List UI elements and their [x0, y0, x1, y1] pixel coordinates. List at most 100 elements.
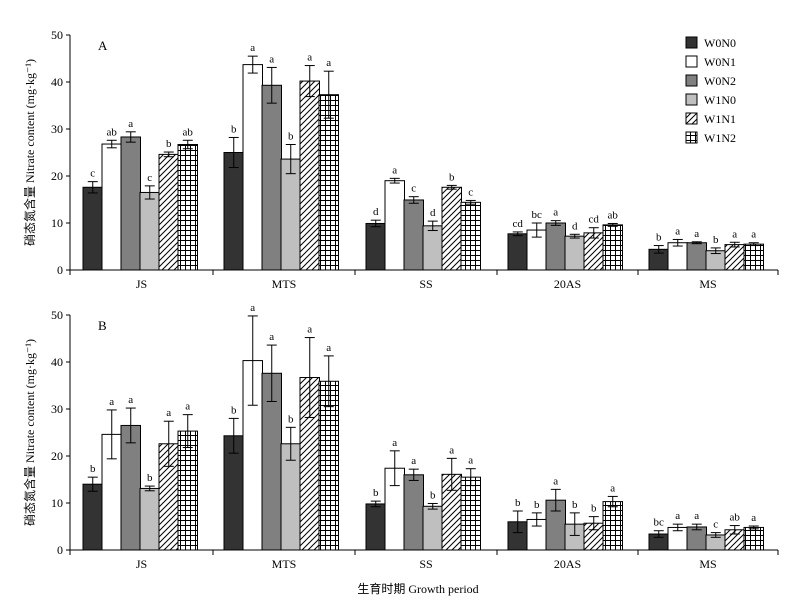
bar-W1N0 — [280, 158, 301, 271]
category-label: MS — [699, 557, 716, 571]
category-label: MS — [699, 277, 716, 291]
significance-letter: b — [572, 499, 578, 511]
bar-W1N0 — [139, 191, 160, 271]
bar-W1N2 — [602, 224, 623, 271]
significance-letter: a — [553, 207, 558, 219]
bar-W0N0 — [365, 222, 386, 271]
bar-W0N2 — [545, 222, 566, 271]
significance-letter: b — [90, 463, 96, 475]
bar-W1N2 — [460, 201, 481, 271]
significance-letter: a — [128, 118, 133, 130]
bar-W1N1 — [724, 244, 745, 271]
significance-letter: b — [591, 503, 597, 515]
y-tick-label: 20 — [51, 169, 63, 183]
y-tick-label: 50 — [51, 28, 63, 42]
bar-W0N0 — [223, 152, 244, 271]
significance-letter: a — [694, 228, 699, 240]
significance-letter: a — [732, 228, 737, 240]
significance-letter: b — [166, 138, 172, 150]
significance-letter: b — [288, 413, 294, 425]
bar-W1N2 — [743, 243, 764, 271]
significance-letter: bc — [654, 517, 665, 529]
significance-letter: a — [326, 57, 331, 69]
significance-letter: ab — [730, 512, 741, 524]
significance-letter: a — [269, 53, 274, 65]
category-label: MTS — [272, 557, 297, 571]
bar-W0N2 — [403, 474, 424, 551]
bar-W1N2 — [743, 526, 764, 551]
bar-W0N1 — [101, 143, 122, 271]
category-label: 20AS — [554, 277, 581, 291]
bar-W0N0 — [82, 483, 103, 551]
significance-letter: b — [288, 131, 294, 143]
y-axis-title: 硝态氮含量 Nitrate content (mg·kg⁻¹) — [22, 339, 37, 526]
significance-letter: d — [572, 220, 578, 232]
bar-W0N1 — [242, 64, 263, 271]
category-label: SS — [419, 277, 432, 291]
significance-letter: c — [90, 168, 95, 180]
y-tick-label: 30 — [51, 122, 63, 136]
significance-letter: d — [430, 207, 436, 219]
significance-letter: cd — [513, 218, 524, 230]
bar-W1N0 — [422, 225, 443, 271]
significance-letter: c — [411, 183, 416, 195]
significance-letter: ab — [183, 126, 194, 138]
bar-W0N0 — [365, 503, 386, 551]
y-tick-label: 50 — [51, 308, 63, 322]
bar-W0N0 — [507, 233, 528, 271]
significance-letter: a — [109, 396, 114, 408]
panel-label: B — [98, 318, 107, 333]
legend-swatch — [685, 36, 698, 49]
significance-letter: c — [713, 519, 718, 531]
y-tick-label: 0 — [57, 543, 63, 557]
category-label: SS — [419, 557, 432, 571]
legend-label: W0N1 — [704, 55, 736, 69]
significance-letter: a — [675, 510, 680, 522]
y-tick-label: 10 — [51, 216, 63, 230]
significance-letter: cd — [589, 214, 600, 226]
significance-letter: a — [610, 482, 615, 494]
significance-letter: a — [468, 455, 473, 467]
bar-W0N2 — [686, 526, 707, 551]
legend-label: W1N2 — [704, 131, 736, 145]
significance-letter: b — [231, 404, 237, 416]
bar-W0N1 — [384, 180, 405, 271]
y-tick-label: 30 — [51, 402, 63, 416]
category-label: 20AS — [554, 557, 581, 571]
significance-letter: a — [128, 394, 133, 406]
significance-letter: a — [553, 475, 558, 487]
significance-letter: b — [534, 499, 540, 511]
panel-label: A — [98, 38, 108, 53]
significance-letter: a — [694, 510, 699, 522]
legend-swatch — [685, 112, 698, 125]
significance-letter: a — [307, 52, 312, 64]
bar-W1N1 — [158, 153, 179, 271]
significance-letter: c — [468, 186, 473, 198]
bar-W1N2 — [602, 501, 623, 551]
significance-letter: a — [250, 42, 255, 54]
legend-label: W0N2 — [704, 74, 736, 88]
significance-letter: b — [713, 234, 719, 246]
y-tick-label: 0 — [57, 263, 63, 277]
y-tick-label: 40 — [51, 75, 63, 89]
y-tick-label: 40 — [51, 355, 63, 369]
legend-label: W1N0 — [704, 93, 736, 107]
bar-W1N2 — [318, 94, 339, 271]
legend-swatch — [685, 93, 698, 106]
legend-label: W0N0 — [704, 36, 736, 50]
significance-letter: b — [515, 497, 521, 509]
significance-letter: c — [147, 172, 152, 184]
significance-letter: a — [307, 324, 312, 336]
category-label: JS — [136, 557, 147, 571]
y-tick-label: 20 — [51, 449, 63, 463]
significance-letter: a — [449, 444, 454, 456]
bar-W1N2 — [177, 144, 198, 271]
significance-letter: a — [166, 407, 171, 419]
significance-letter: b — [231, 123, 237, 135]
significance-letter: b — [147, 472, 153, 484]
bar-W1N1 — [299, 80, 320, 271]
significance-letter: a — [326, 342, 331, 354]
bar-W0N2 — [261, 84, 282, 271]
y-axis-title: 硝态氮含量 Nitrate content (mg·kg⁻¹) — [22, 59, 37, 246]
